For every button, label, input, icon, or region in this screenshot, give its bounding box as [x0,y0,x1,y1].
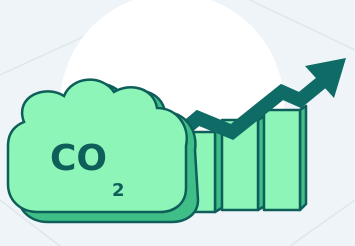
co2-label: CO [50,138,107,179]
page: CO 2 (() => { const data = JSON.parse(do… [0,0,355,246]
illustration: CO 2 [0,0,355,246]
co2-subscript: 2 [112,180,125,201]
bar [264,110,300,210]
